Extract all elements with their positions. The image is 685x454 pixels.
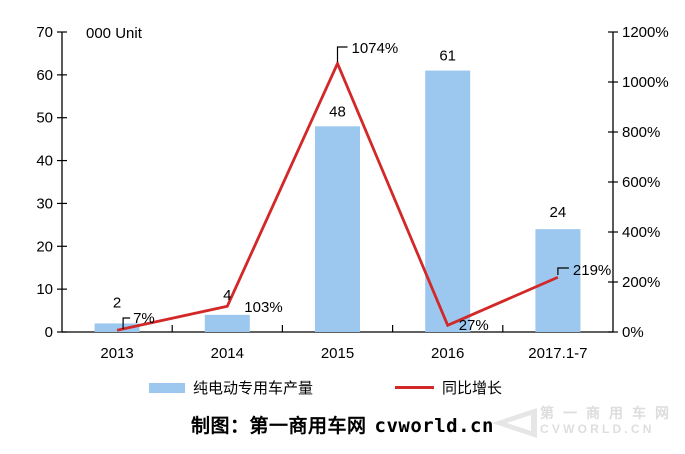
x-axis-label: 2013	[100, 345, 133, 362]
bar-value-label: 2	[113, 294, 121, 311]
caption-domain: cvworld.cn	[374, 415, 494, 437]
y-left-tick-label: 70	[36, 24, 53, 41]
bar-2013	[94, 323, 140, 332]
growth-value-label: 27%	[459, 317, 489, 334]
line-series	[116, 60, 559, 332]
left-axis-title: 000 Unit	[86, 25, 143, 42]
axes: 0 10 20 30 40 50 60 70 0% 200% 400% 600% 800% 1000% 12…	[36, 24, 668, 362]
bar-2015	[315, 126, 360, 333]
combo-chart: 0 10 20 30 40 50 60 70 0% 200% 400% 600% 800% 1000% 12…	[36, 24, 668, 362]
bar-value-label: 4	[223, 287, 231, 304]
line-swatch-icon	[395, 386, 434, 389]
label-leader-line	[557, 267, 569, 275]
x-axis-label: 2015	[321, 345, 354, 362]
bar-value-label: 24	[550, 204, 567, 221]
y-right-tick-label: 800%	[622, 124, 660, 141]
legend-item-growth: 同比增长	[395, 377, 502, 398]
x-axis-label: 2014	[211, 345, 244, 362]
x-axis-label: 2017.1-7	[528, 345, 587, 362]
bar-2016	[425, 70, 471, 333]
y-right-tick-label: 1000%	[622, 74, 669, 91]
watermark-line1: 第一商用车网	[540, 405, 678, 421]
chart-caption: 制图：第一商用车网 cvworld.cn	[191, 411, 494, 438]
y-left-tick-label: 40	[36, 153, 53, 170]
growth-value-label: 7%	[133, 310, 155, 327]
legend-growth-label: 同比增长	[442, 380, 503, 397]
watermark-line2: CVWORLD.CN	[540, 422, 655, 436]
bar-series	[94, 70, 581, 333]
caption-prefix: 制图：第一商用车网	[191, 416, 367, 437]
bar-2017.1-7	[535, 229, 581, 332]
y-left-tick-label: 50	[36, 110, 53, 127]
watermark-text: 第一商用车网 CVWORLD.CN	[540, 406, 678, 435]
legend-production-label: 纯电动专用车产量	[193, 380, 314, 397]
bar-swatch-icon	[149, 382, 185, 393]
y-left-tick-label: 0	[45, 324, 53, 341]
y-right-tick-label: 200%	[622, 274, 660, 291]
y-right-tick-label: 600%	[622, 174, 660, 191]
y-right-tick-label: 400%	[622, 224, 660, 241]
x-axis-label: 2016	[431, 345, 464, 362]
bar-value-label: 61	[439, 48, 456, 65]
cvworld-logo-icon	[492, 408, 537, 438]
y-right-tick-label: 0%	[622, 324, 644, 341]
y-right-tick-label: 1200%	[622, 24, 669, 41]
y-left-tick-label: 60	[36, 67, 53, 84]
legend-item-production: 纯电动专用车产量	[149, 377, 313, 398]
bar-value-label: 48	[329, 103, 346, 120]
y-left-tick-label: 10	[36, 281, 53, 298]
y-left-tick-label: 30	[36, 195, 53, 212]
growth-line	[116, 60, 559, 332]
bar-2014	[204, 314, 250, 332]
growth-value-label: 1074%	[352, 40, 399, 57]
label-leader-line	[122, 317, 131, 329]
growth-value-label: 219%	[573, 262, 611, 279]
watermark: 第一商用车网 CVWORLD.CN	[487, 406, 678, 440]
label-leader-line	[336, 46, 348, 62]
y-left-tick-label: 20	[36, 238, 53, 255]
growth-value-label: 103%	[244, 299, 282, 316]
